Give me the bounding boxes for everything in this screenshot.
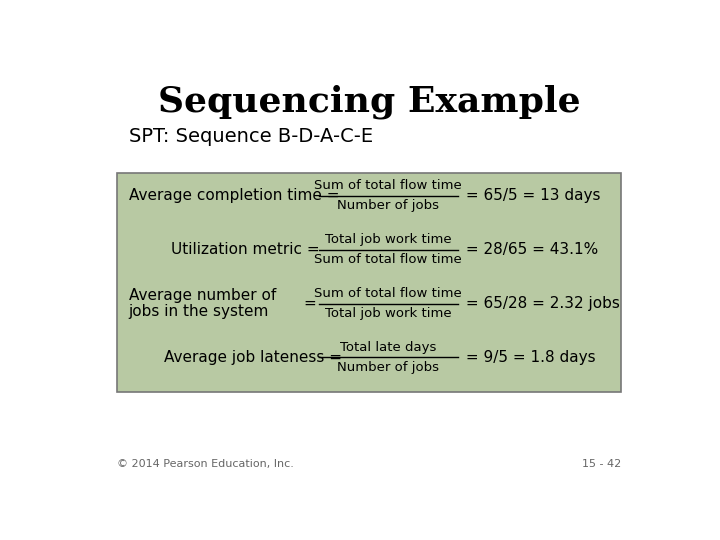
Text: =: = [303,296,316,311]
Text: Average job lateness =: Average job lateness = [163,350,346,365]
Text: jobs in the system: jobs in the system [129,305,269,320]
FancyBboxPatch shape [117,173,621,392]
Text: SPT: Sequence B-D-A-C-E: SPT: Sequence B-D-A-C-E [129,127,373,146]
Text: 15 - 42: 15 - 42 [582,458,621,469]
Text: Total job work time: Total job work time [325,307,451,320]
Text: = 65/28 = 2.32 jobs: = 65/28 = 2.32 jobs [462,296,620,311]
Text: Total job work time: Total job work time [325,233,451,246]
Text: Number of jobs: Number of jobs [338,361,439,374]
Text: = 28/65 = 43.1%: = 28/65 = 43.1% [462,242,598,257]
Text: = 65/5 = 13 days: = 65/5 = 13 days [462,188,600,203]
Text: Number of jobs: Number of jobs [338,199,439,212]
Text: Utilization metric =: Utilization metric = [171,242,325,257]
Text: Average completion time =: Average completion time = [129,188,344,203]
Text: = 9/5 = 1.8 days: = 9/5 = 1.8 days [462,350,596,365]
Text: Sum of total flow time: Sum of total flow time [315,287,462,300]
Text: Average number of: Average number of [129,287,276,302]
Text: Sum of total flow time: Sum of total flow time [315,179,462,192]
Text: Total late days: Total late days [340,341,436,354]
Text: © 2014 Pearson Education, Inc.: © 2014 Pearson Education, Inc. [117,458,294,469]
Text: Sum of total flow time: Sum of total flow time [315,253,462,266]
Text: Sequencing Example: Sequencing Example [158,84,580,119]
